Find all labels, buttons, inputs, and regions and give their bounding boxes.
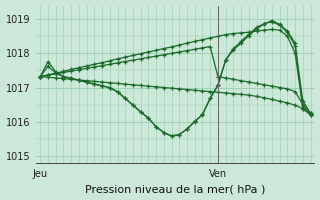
X-axis label: Pression niveau de la mer( hPa ): Pression niveau de la mer( hPa ) [85, 184, 266, 194]
